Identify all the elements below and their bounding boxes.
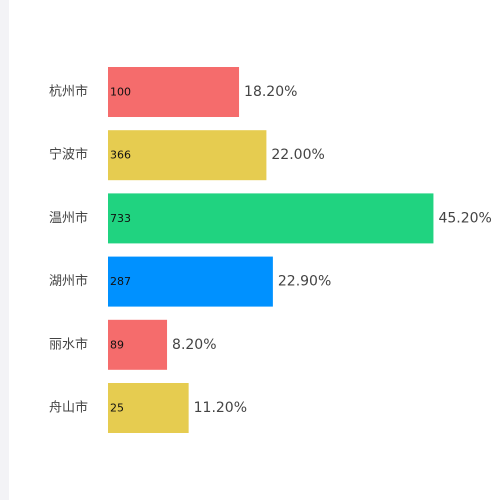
percent-label: 22.00% (271, 147, 324, 163)
bar-value-label: 25 (110, 402, 124, 415)
bar-value-label: 733 (110, 212, 131, 225)
bar-row: 杭州市 100 18.20% (49, 67, 297, 117)
bar[interactable] (108, 130, 267, 181)
bar[interactable] (108, 383, 189, 433)
percent-label: 11.20% (194, 400, 247, 416)
bar-row: 丽水市 89 8.20% (49, 319, 217, 370)
category-label: 湖州市 (49, 273, 88, 289)
bar-row: 湖州市 287 22.90% (49, 256, 331, 307)
bars-layer: 杭州市 100 18.20% 宁波市 366 22.00% 温州市 733 45.20% 湖州市 2… (49, 67, 492, 433)
percent-label: 45.20% (438, 210, 491, 226)
chart-panel: 杭州市 100 18.20% 宁波市 366 22.00% 温州市 733 45.20% 湖州市 2… (9, 0, 500, 500)
bar-value-label: 366 (110, 149, 131, 162)
bar-value-label: 287 (110, 275, 131, 288)
bar-value-label: 89 (110, 338, 124, 351)
category-label: 丽水市 (49, 336, 88, 352)
bar-chart: 杭州市 100 18.20% 宁波市 366 22.00% 温州市 733 45.20% 湖州市 2… (49, 67, 492, 433)
bar[interactable] (108, 67, 240, 117)
bar-row: 温州市 733 45.20% (49, 193, 492, 244)
category-label: 舟山市 (49, 400, 88, 416)
bar-row: 舟山市 25 11.20% (49, 383, 247, 433)
bar-value-label: 100 (110, 86, 131, 99)
bar[interactable] (108, 256, 273, 307)
percent-label: 18.20% (244, 84, 297, 100)
bar[interactable] (108, 193, 434, 244)
category-label: 杭州市 (49, 84, 88, 100)
percent-label: 8.20% (172, 337, 216, 353)
category-label: 宁波市 (49, 147, 88, 163)
bar-row: 宁波市 366 22.00% (49, 130, 325, 181)
percent-label: 22.90% (278, 274, 331, 290)
bar[interactable] (108, 319, 168, 370)
category-label: 温州市 (49, 210, 88, 226)
